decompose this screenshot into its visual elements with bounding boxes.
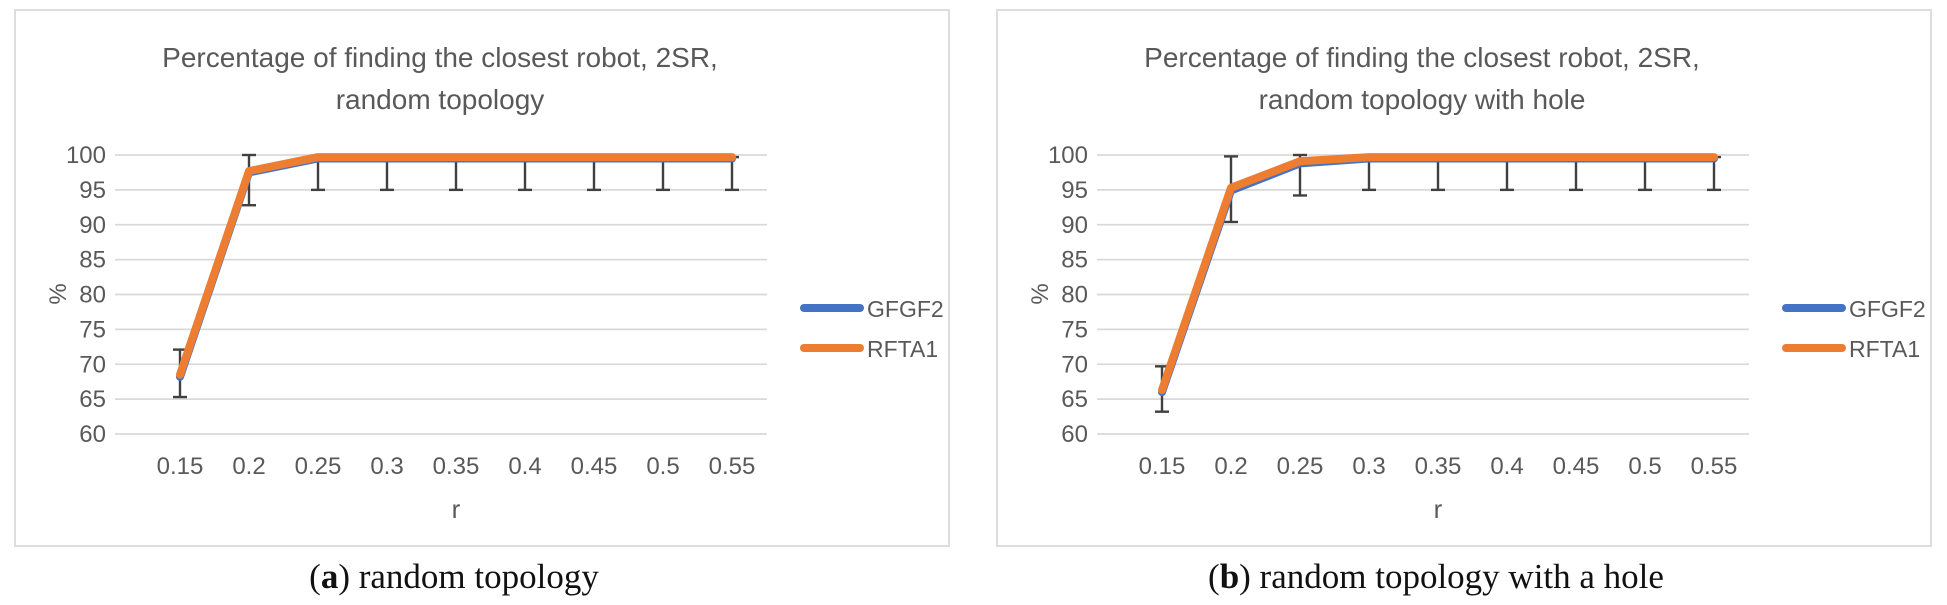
chart-title-line2: random topology with hole [1259,84,1586,115]
caption-b-suffix: ) random topology with a hole [1239,557,1664,596]
caption-a-prefix: ( [309,557,321,596]
y-tick-label: 85 [79,247,106,274]
y-tick-label: 60 [1061,421,1088,448]
legend-item-GFGF2: GFGF2 [800,296,944,322]
y-tick-label: 80 [79,282,106,309]
chart-panel-b: Percentage of finding the closest robot,… [996,9,1932,547]
legend-item-RFTA1: RFTA1 [800,336,938,362]
y-tick-label: 100 [66,142,106,169]
x-tick-label: 0.15 [1139,453,1186,480]
chart-title-line1: Percentage of finding the closest robot,… [162,42,718,73]
y-tick-label: 95 [79,177,106,204]
chart-title-line2: random topology [336,84,545,115]
series-line-GFGF2 [176,154,736,381]
legend-item-GFGF2: GFGF2 [1782,296,1926,322]
y-axis-title: % [45,283,72,304]
x-tick-label: 0.35 [1415,453,1462,480]
y-axis-title: % [1027,283,1054,304]
x-tick-label: 0.4 [508,453,541,480]
y-tick-label: 80 [1061,282,1088,309]
x-tick-label: 0.55 [709,453,756,480]
x-tick-label: 0.55 [1691,453,1738,480]
y-tick-label: 75 [1061,316,1088,343]
caption-a-suffix: ) random topology [338,557,599,596]
line-chart-b: Percentage of finding the closest robot,… [1027,42,1926,524]
y-tick-label: 60 [79,421,106,448]
y-tick-label: 100 [1048,142,1088,169]
y-tick-label: 90 [1061,212,1088,239]
chart-title-line1: Percentage of finding the closest robot,… [1144,42,1700,73]
caption-a: (a) random topology [14,552,894,602]
x-tick-label: 0.15 [157,453,204,480]
x-tick-label: 0.5 [646,453,679,480]
x-tick-label: 0.2 [1214,453,1247,480]
x-tick-label: 0.25 [1277,453,1324,480]
y-tick-label: 65 [1061,386,1088,413]
series-line-RFTA1 [176,153,736,379]
x-tick-label: 0.45 [571,453,618,480]
x-tick-label: 0.45 [1553,453,1600,480]
caption-b-letter: b [1219,557,1240,596]
y-tick-label: 70 [1061,351,1088,378]
x-tick-label: 0.5 [1628,453,1661,480]
series-line-GFGF2 [1158,154,1718,397]
legend-label-GFGF2: GFGF2 [867,296,944,322]
legend-label-GFGF2: GFGF2 [1849,296,1926,322]
y-tick-label: 75 [79,316,106,343]
series-line-RFTA1 [1158,153,1718,395]
x-axis-title: r [1434,494,1443,524]
x-tick-label: 0.3 [370,453,403,480]
chart-panel-a: Percentage of finding the closest robot,… [14,9,950,547]
x-tick-label: 0.4 [1490,453,1523,480]
caption-b: (b) random topology with a hole [996,552,1876,602]
line-chart-a: Percentage of finding the closest robot,… [45,42,944,524]
legend-label-RFTA1: RFTA1 [1849,336,1920,362]
y-tick-label: 95 [1061,177,1088,204]
legend-item-RFTA1: RFTA1 [1782,336,1920,362]
x-axis-title: r [452,494,461,524]
legend-label-RFTA1: RFTA1 [867,336,938,362]
caption-b-prefix: ( [1208,557,1220,596]
y-tick-label: 90 [79,212,106,239]
y-tick-label: 70 [79,351,106,378]
caption-a-letter: a [320,557,339,596]
y-tick-label: 65 [79,386,106,413]
x-tick-label: 0.3 [1352,453,1385,480]
y-tick-label: 85 [1061,247,1088,274]
x-tick-label: 0.35 [433,453,480,480]
x-tick-label: 0.2 [232,453,265,480]
x-tick-label: 0.25 [295,453,342,480]
